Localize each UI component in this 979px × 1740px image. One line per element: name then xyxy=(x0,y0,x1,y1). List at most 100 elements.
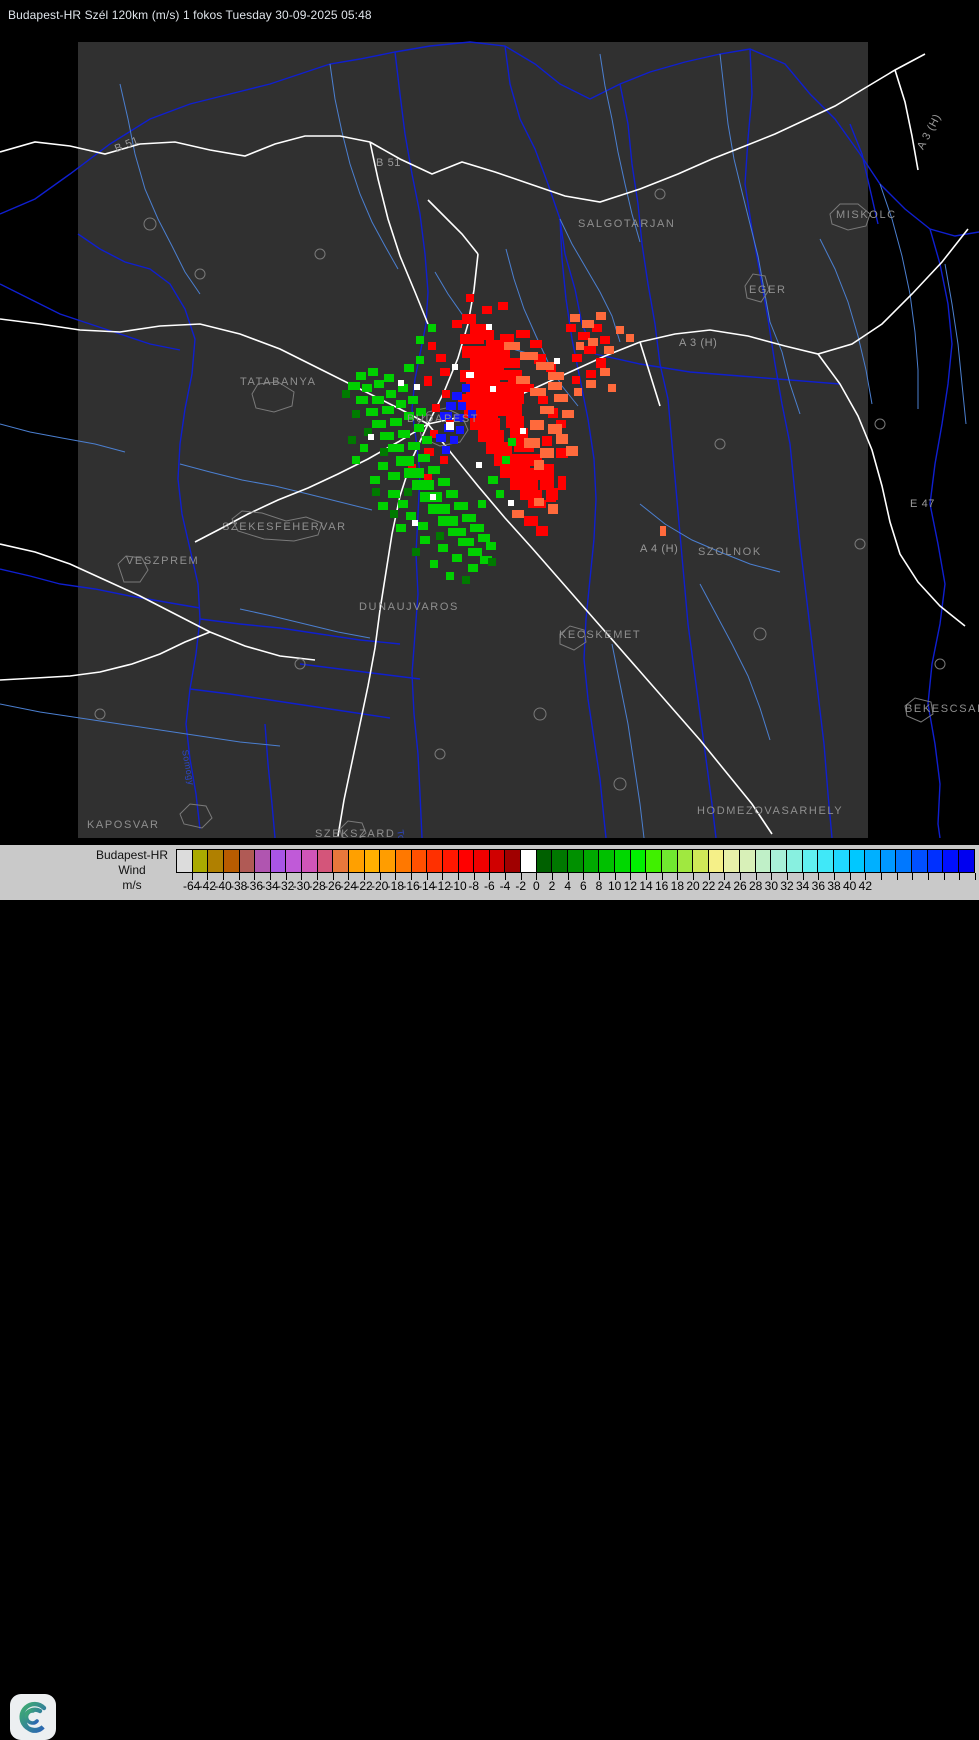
color-scale-tick xyxy=(379,873,381,880)
color-scale-tick xyxy=(458,873,459,880)
city-label-salgotarjan: SALGOTARJAN xyxy=(578,218,676,230)
color-scale-cell xyxy=(849,850,866,872)
color-scale-cell xyxy=(661,850,678,872)
color-scale-cell xyxy=(521,850,537,872)
city-label-miskolc: MISKOLC xyxy=(836,209,897,221)
radar-coverage-area xyxy=(78,42,868,838)
city-label-kecskemet: KECSKEMET xyxy=(559,629,642,641)
color-scale-label: 20 xyxy=(686,879,700,893)
legend-bar: Budapest-HR Wind m/s -64 -42 -40 -38 -36 -34-… xyxy=(0,845,979,1740)
color-scale-tick xyxy=(646,873,647,880)
color-scale-tick xyxy=(223,873,224,880)
color-scale-cell xyxy=(395,850,412,872)
color-scale-label: -20 xyxy=(370,879,389,893)
color-scale-tick xyxy=(755,873,757,880)
color-scale-tick xyxy=(395,873,397,880)
color-scale-cell xyxy=(458,850,475,872)
color-scale-cell xyxy=(270,850,287,872)
color-scale-cell xyxy=(568,850,584,872)
color-scale-tick xyxy=(881,873,882,880)
color-scale-label: -64 xyxy=(182,879,201,893)
color-scale-cell xyxy=(880,850,897,872)
color-scale-tick xyxy=(552,873,553,880)
color-scale-label: 0 xyxy=(532,879,540,893)
color-scale-label: -10 xyxy=(449,879,467,893)
color-scale-label: 38 xyxy=(827,879,841,893)
color-scale-label: 42 xyxy=(858,879,873,893)
color-scale-tick xyxy=(317,873,318,880)
color-scale-label: 8 xyxy=(595,879,603,893)
color-scale-cell xyxy=(755,850,772,872)
color-scale-label: 18 xyxy=(670,879,685,893)
color-scale-label: -16 xyxy=(402,879,420,893)
color-scale-tick xyxy=(426,873,428,880)
color-scale-cell xyxy=(959,850,974,872)
motorway-lines xyxy=(0,53,969,837)
city-label-hodmezovasarhely: HODMEZOVASARHELY xyxy=(697,805,844,817)
road-label-a4: A 4 (H) xyxy=(640,543,679,555)
color-scale-cell xyxy=(255,850,271,872)
city-label-kaposvar: KAPOSVAR xyxy=(87,819,160,831)
color-scale-tick xyxy=(207,873,209,880)
color-scale-cell xyxy=(286,850,303,872)
color-scale-cell xyxy=(489,850,506,872)
road-label-b51-east: B 51 xyxy=(376,157,402,169)
echo-ambiguous-white xyxy=(368,324,560,526)
color-scale-cell xyxy=(927,850,944,872)
radar-application: Budapest-HR Szél 120km (m/s) 1 fokos Tue… xyxy=(0,8,979,1740)
color-scale-label: 30 xyxy=(764,879,779,893)
color-scale-cell xyxy=(552,850,569,872)
color-scale-cell xyxy=(771,850,787,872)
color-scale-label: -18 xyxy=(386,879,404,893)
settlement-outlines xyxy=(94,188,946,838)
legend-caption: Budapest-HR Wind m/s xyxy=(88,848,176,893)
color-scale-tick xyxy=(771,873,773,880)
city-label-veszprem: VESZPREM xyxy=(126,555,200,567)
color-scale-tick xyxy=(708,873,710,880)
color-scale-tick xyxy=(787,873,788,880)
color-scale-label: -30 xyxy=(292,879,310,893)
color-scale-tick xyxy=(301,873,303,880)
color-scale-cell xyxy=(614,850,631,872)
color-scale-tick xyxy=(520,873,522,880)
city-label-szekszard: SZEKSZARD xyxy=(315,828,396,838)
color-scale-label: -26 xyxy=(323,879,342,893)
color-scale-tick xyxy=(254,873,256,880)
color-scale-cell xyxy=(177,850,193,872)
page-title: Budapest-HR Szél 120km (m/s) 1 fokos Tue… xyxy=(8,8,372,22)
color-scale-label: -38 xyxy=(229,879,248,893)
color-scale-cell xyxy=(317,850,334,872)
color-scale-label: -24 xyxy=(339,879,357,893)
radar-map[interactable]: TATABANYA BUDAPEST SZEKESFEHERVAR VESZPR… xyxy=(0,24,979,838)
color-scale-tick xyxy=(849,873,851,880)
radar-echo-layer xyxy=(342,294,666,584)
road-label-e47: E 47 xyxy=(910,498,936,510)
color-scale-label: -12 xyxy=(433,879,451,893)
color-scale-cell xyxy=(364,850,381,872)
color-scale-cell xyxy=(677,850,694,872)
color-scale-cell xyxy=(474,850,490,872)
color-scale-tick xyxy=(912,873,914,880)
city-label-dunaujvaros: DUNAUJVAROS xyxy=(359,601,459,613)
color-scale-label: 28 xyxy=(748,879,763,893)
color-scale-tick xyxy=(536,873,538,880)
color-scale-label: -2 xyxy=(515,879,526,893)
map-vector-layer xyxy=(0,41,979,838)
spiral-logo[interactable] xyxy=(10,1694,56,1740)
color-scale-tick xyxy=(943,873,945,880)
city-label-budapest: BUDAPEST xyxy=(407,413,480,425)
color-scale-cell xyxy=(912,850,928,872)
color-scale-label: -40 xyxy=(214,879,232,893)
color-scale-tick xyxy=(818,873,820,880)
color-scale-label: 32 xyxy=(780,879,794,893)
color-scale-label: -14 xyxy=(417,879,436,893)
color-scale-label: 14 xyxy=(639,879,653,893)
color-scale-tick xyxy=(802,873,804,880)
city-label-szolnok: SZOLNOK xyxy=(698,546,762,558)
color-scale-tick xyxy=(630,873,632,880)
color-scale-cell xyxy=(583,850,600,872)
color-scale-cell xyxy=(708,850,725,872)
color-scale-label: 12 xyxy=(623,879,638,893)
color-scale-tick xyxy=(661,873,663,880)
color-scale-cell xyxy=(693,850,709,872)
